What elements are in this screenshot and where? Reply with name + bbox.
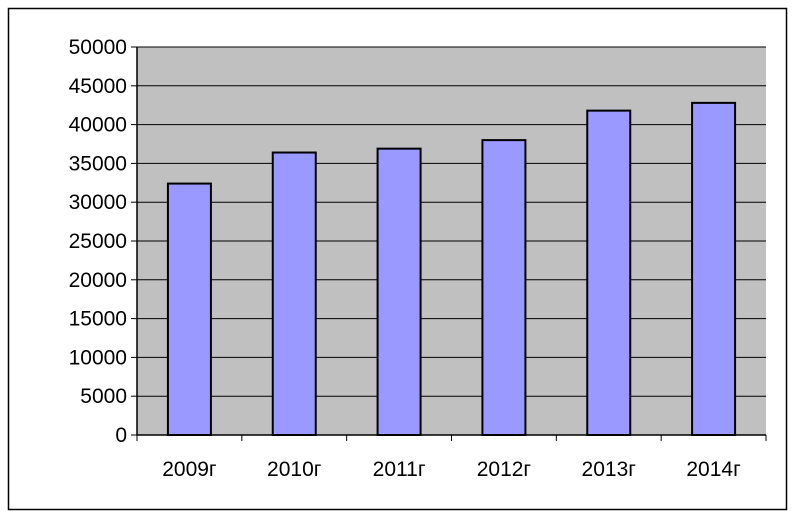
y-tick-label: 30000 (69, 191, 127, 214)
x-tick-label: 2009г (162, 458, 217, 481)
x-tick-label: 2012г (477, 458, 532, 481)
y-tick-label: 50000 (69, 36, 127, 59)
y-tick-label: 0 (115, 424, 127, 447)
bar-2009г (166, 182, 212, 436)
bar-2014г (691, 101, 737, 436)
x-tick-label: 2013г (582, 458, 637, 481)
y-tick-label: 15000 (69, 308, 127, 331)
y-tick-label: 20000 (69, 269, 127, 292)
bar-2011г (376, 147, 422, 436)
x-tick-label: 2010г (267, 458, 322, 481)
x-tick-label: 2014г (686, 458, 741, 481)
y-tick-label: 5000 (80, 385, 127, 408)
y-tick-label: 35000 (69, 152, 127, 175)
y-tick-label: 25000 (69, 230, 127, 253)
x-tick-label: 2011г (373, 458, 426, 481)
bar-2010г (271, 151, 317, 436)
bar-2012г (481, 139, 527, 436)
y-tick-label: 40000 (69, 114, 127, 137)
bar-2013г (586, 109, 632, 437)
y-tick-label: 10000 (69, 346, 127, 369)
y-tick-label: 45000 (69, 75, 127, 98)
